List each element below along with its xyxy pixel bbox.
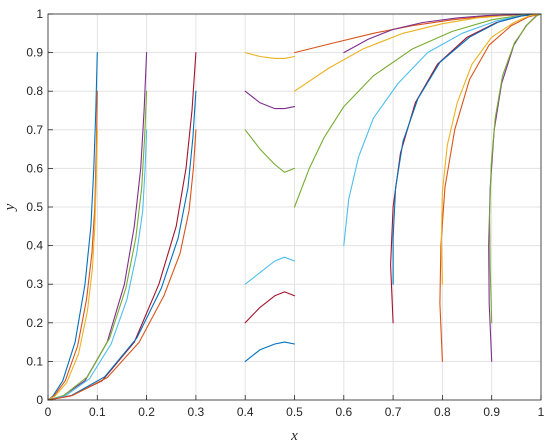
y-tick-label: 0.9: [26, 46, 43, 60]
y-tick-label: 0.2: [26, 316, 43, 330]
y-tick-label: 0.3: [26, 277, 43, 291]
trajectory-line: [47, 90, 98, 401]
ticks: 0 0.1 0.2 0.3 0.4 0.5 0.6 0.7 0.8 0.9 1 0 0.1 0.2 0.3 0…: [26, 7, 544, 419]
y-tick-label: 0.6: [26, 161, 43, 175]
x-tick-label: 0.2: [138, 405, 155, 419]
series-group: [47, 13, 542, 401]
trajectory-line: [343, 13, 542, 247]
trajectory-line: [47, 90, 148, 401]
trajectory-line: [244, 129, 296, 173]
x-tick-label: 0.4: [237, 405, 254, 419]
trajectory-line: [47, 52, 98, 401]
y-tick-label: 0.8: [26, 84, 43, 98]
trajectory-line: [244, 341, 296, 362]
x-tick-label: 0.9: [483, 405, 500, 419]
trajectory-line: [244, 52, 296, 59]
y-tick-label: 0: [36, 393, 43, 407]
y-tick-label: 0.4: [26, 239, 43, 253]
trajectory-line: [47, 90, 197, 401]
trajectory-line: [47, 129, 197, 401]
trajectory-line: [439, 13, 542, 362]
x-tick-label: 0.5: [286, 405, 303, 419]
x-tick-label: 0.3: [188, 405, 205, 419]
trajectory-line: [244, 90, 296, 110]
y-tick-label: 1: [36, 7, 43, 21]
trajectory-line: [392, 13, 542, 285]
x-tick-label: 0: [45, 405, 52, 419]
trajectory-line: [244, 291, 296, 324]
x-tick-label: 0.8: [434, 405, 451, 419]
y-tick-label: 0.1: [26, 354, 43, 368]
x-tick-label: 0.7: [385, 405, 402, 419]
trajectory-line: [244, 256, 296, 285]
trajectory-line: [47, 129, 98, 401]
x-tick-label: 0.1: [89, 405, 106, 419]
y-tick-label: 0.7: [26, 123, 43, 137]
x-axis-label: x: [290, 428, 298, 444]
trajectory-line: [489, 13, 542, 324]
x-tick-label: 0.6: [335, 405, 352, 419]
x-tick-label: 1: [538, 405, 545, 419]
y-axis-label: y: [2, 203, 18, 212]
trajectory-line: [293, 13, 542, 208]
trajectory-line: [47, 129, 148, 401]
trajectory-line: [440, 13, 542, 285]
y-tick-label: 0.5: [26, 200, 43, 214]
